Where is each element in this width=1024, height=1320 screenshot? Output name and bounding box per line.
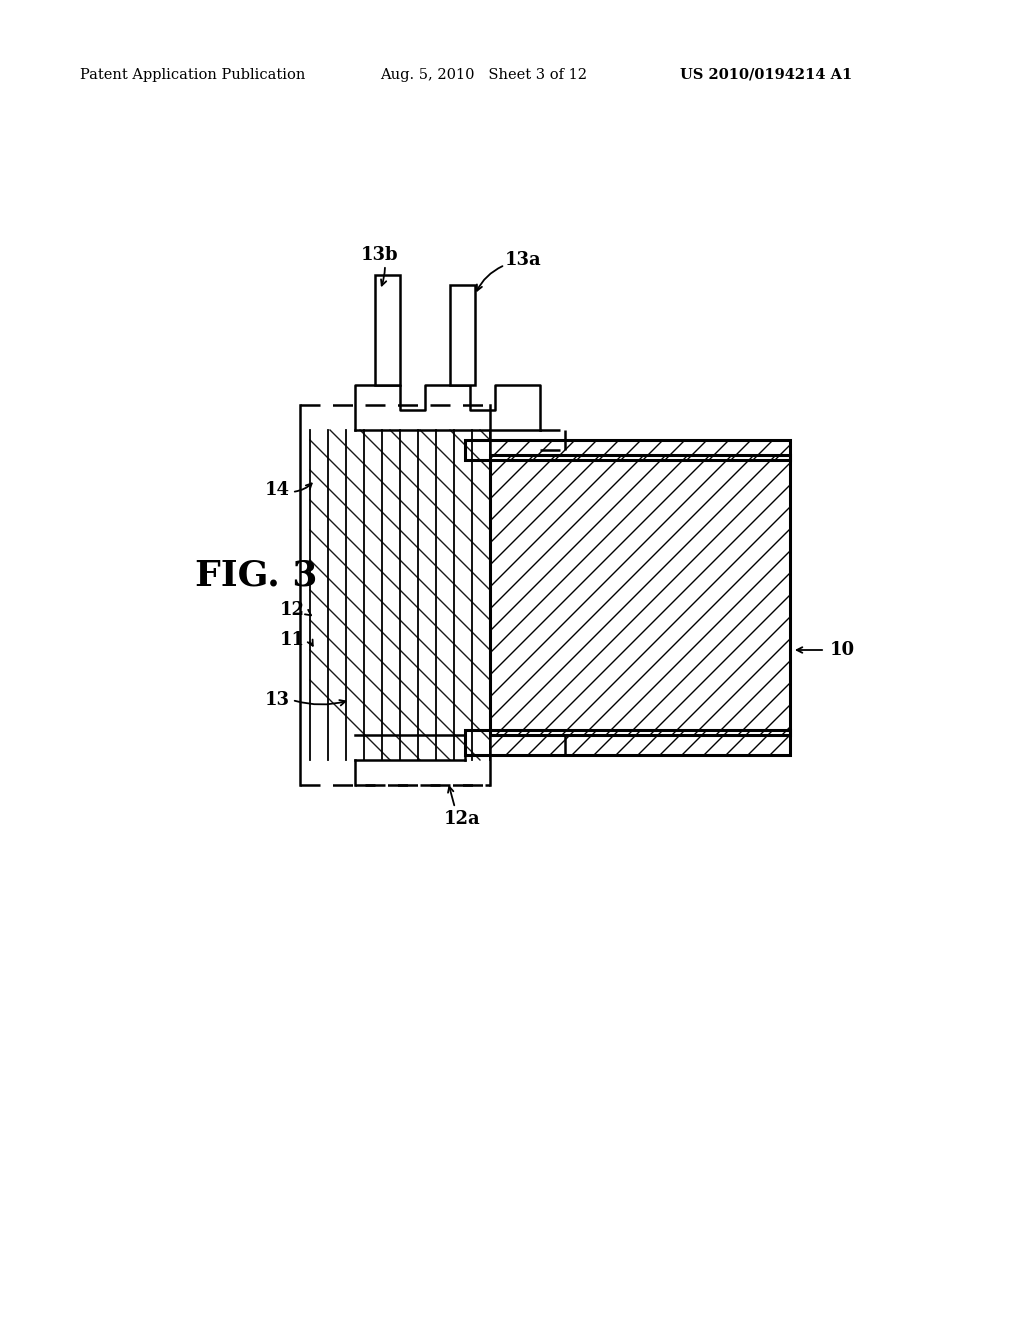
Text: 14: 14 bbox=[265, 480, 290, 499]
Text: 12a: 12a bbox=[443, 810, 480, 828]
Text: FIG. 3: FIG. 3 bbox=[195, 558, 317, 591]
Text: 11: 11 bbox=[280, 631, 305, 649]
Text: 13b: 13b bbox=[361, 246, 398, 264]
Text: 10: 10 bbox=[830, 642, 855, 659]
Bar bbox=[490, 455, 790, 735]
Text: 13a: 13a bbox=[505, 251, 542, 269]
Bar bbox=[375, 275, 400, 385]
Bar bbox=[310, 430, 490, 760]
Bar bbox=[465, 440, 790, 459]
Text: US 2010/0194214 A1: US 2010/0194214 A1 bbox=[680, 69, 852, 82]
Text: Aug. 5, 2010   Sheet 3 of 12: Aug. 5, 2010 Sheet 3 of 12 bbox=[380, 69, 587, 82]
Bar bbox=[465, 730, 790, 755]
Text: 12: 12 bbox=[280, 601, 305, 619]
Bar bbox=[450, 285, 475, 385]
Text: 13: 13 bbox=[265, 690, 290, 709]
Bar bbox=[465, 730, 790, 755]
Bar bbox=[490, 455, 790, 735]
Bar bbox=[465, 440, 790, 459]
Text: Patent Application Publication: Patent Application Publication bbox=[80, 69, 305, 82]
